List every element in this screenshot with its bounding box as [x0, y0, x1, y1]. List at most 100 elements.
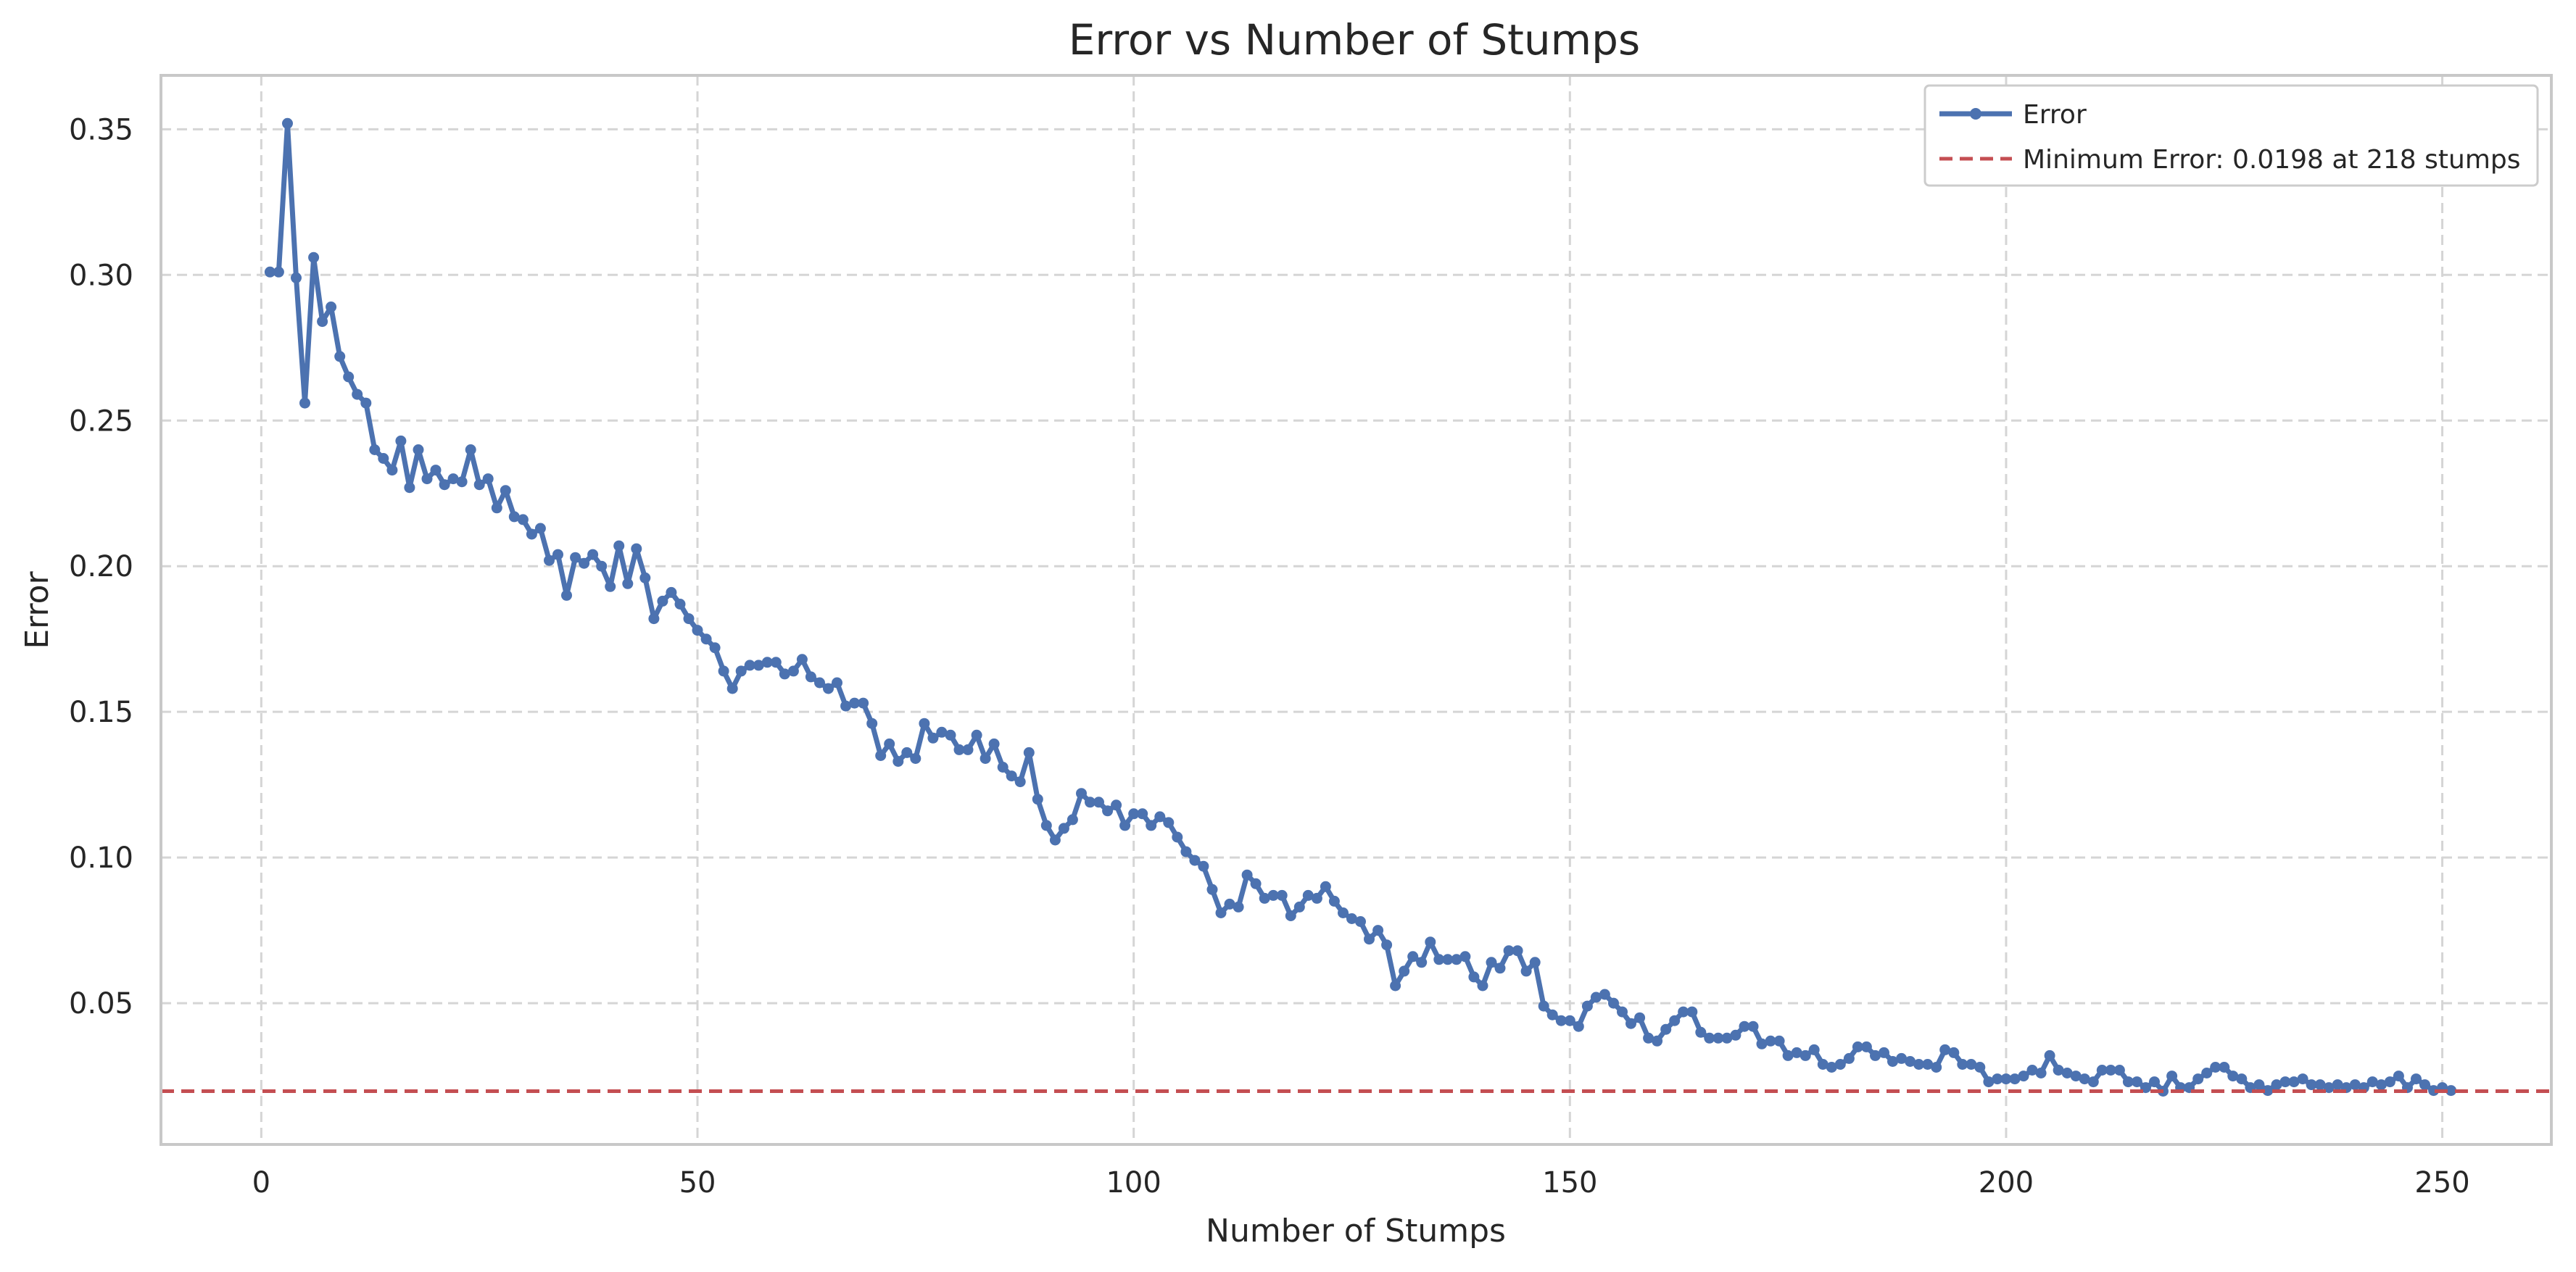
- data-point: [2288, 1076, 2300, 1088]
- data-point: [1721, 1032, 1733, 1044]
- data-point: [2349, 1079, 2361, 1091]
- data-point: [1032, 794, 1043, 805]
- data-point: [823, 683, 834, 694]
- data-point: [1267, 889, 1279, 901]
- data-point: [945, 729, 956, 741]
- data-point: [1040, 820, 1052, 831]
- x-tick-label: 150: [1542, 1166, 1597, 1200]
- data-point: [378, 453, 389, 464]
- data-point: [1966, 1059, 1977, 1070]
- data-point: [1146, 820, 1157, 831]
- data-point: [326, 302, 337, 312]
- data-point: [997, 762, 1009, 773]
- data-point: [1233, 901, 1244, 913]
- data-point: [1477, 980, 1488, 992]
- data-point: [2445, 1085, 2457, 1097]
- data-point: [1590, 992, 1602, 1003]
- y-axis-label: Error: [19, 570, 56, 649]
- data-point: [953, 744, 965, 755]
- data-point: [456, 476, 468, 488]
- data-point: [1860, 1041, 1872, 1052]
- data-point: [2096, 1065, 2108, 1076]
- data-point: [1948, 1047, 1960, 1058]
- data-point: [352, 388, 363, 400]
- data-point: [2384, 1076, 2395, 1088]
- data-point: [2323, 1082, 2335, 1094]
- data-point: [2026, 1065, 2038, 1076]
- data-point: [1546, 1009, 1558, 1020]
- plot-series: [264, 117, 2457, 1097]
- data-point: [1765, 1035, 1776, 1047]
- x-tick-label: 100: [1106, 1166, 1161, 1200]
- data-point: [1381, 939, 1393, 951]
- data-point: [674, 599, 686, 610]
- data-point: [980, 753, 991, 764]
- data-point: [1939, 1044, 1951, 1055]
- data-point: [1913, 1059, 1925, 1070]
- data-point: [1102, 805, 1114, 817]
- data-point: [1538, 1000, 1549, 1012]
- data-point: [2279, 1076, 2291, 1088]
- data-point: [858, 697, 869, 709]
- data-point: [1957, 1059, 1968, 1070]
- data-point: [1879, 1047, 1889, 1058]
- data-point: [2113, 1065, 2125, 1076]
- data-point: [1006, 770, 1017, 782]
- data-point: [1311, 892, 1322, 904]
- data-point: [1224, 898, 1235, 910]
- data-point: [1730, 1029, 1742, 1041]
- data-point: [1451, 954, 1462, 965]
- data-point: [692, 625, 703, 636]
- data-point: [1747, 1020, 1759, 1032]
- data-point: [1922, 1059, 1934, 1070]
- data-point: [1093, 797, 1104, 808]
- data-point: [726, 683, 738, 694]
- data-point: [2192, 1073, 2204, 1085]
- data-point: [832, 677, 842, 689]
- data-point: [552, 549, 563, 560]
- data-point: [1433, 954, 1445, 965]
- data-point: [735, 665, 747, 677]
- data-point: [744, 660, 755, 671]
- y-tick-label: 0.05: [69, 987, 133, 1020]
- data-point: [2411, 1073, 2422, 1085]
- x-tick-label: 0: [252, 1166, 270, 1200]
- data-point: [1014, 776, 1026, 788]
- data-point: [1494, 963, 1506, 974]
- data-point: [2366, 1076, 2378, 1088]
- data-point: [648, 613, 660, 625]
- data-point: [447, 473, 459, 485]
- data-point: [2061, 1068, 2073, 1078]
- data-point: [2236, 1073, 2248, 1085]
- data-point: [901, 747, 913, 758]
- data-point: [1564, 1015, 1575, 1026]
- data-point: [1983, 1076, 1995, 1088]
- data-point: [849, 697, 861, 709]
- data-point: [1328, 895, 1340, 907]
- data-point: [2219, 1062, 2230, 1073]
- data-point: [1085, 797, 1096, 808]
- data-point: [779, 668, 790, 680]
- data-point: [1608, 997, 1619, 1009]
- data-point: [1512, 945, 1523, 957]
- data-point: [1285, 910, 1296, 921]
- data-point: [299, 397, 310, 409]
- data-point: [1346, 913, 1357, 924]
- data-point: [1259, 892, 1270, 904]
- data-point: [1128, 808, 1140, 820]
- data-point: [657, 595, 668, 607]
- data-point: [1686, 1006, 1698, 1018]
- data-point: [1355, 916, 1366, 927]
- data-point: [596, 560, 608, 572]
- data-point: [2105, 1065, 2116, 1076]
- data-point: [1808, 1044, 1820, 1055]
- data-point: [1399, 965, 1410, 977]
- data-point: [1302, 889, 1314, 901]
- data-point: [1678, 1006, 1689, 1018]
- data-point: [561, 589, 572, 601]
- data-point: [1756, 1038, 1768, 1049]
- data-point: [2000, 1073, 2012, 1085]
- data-point: [2018, 1071, 2029, 1082]
